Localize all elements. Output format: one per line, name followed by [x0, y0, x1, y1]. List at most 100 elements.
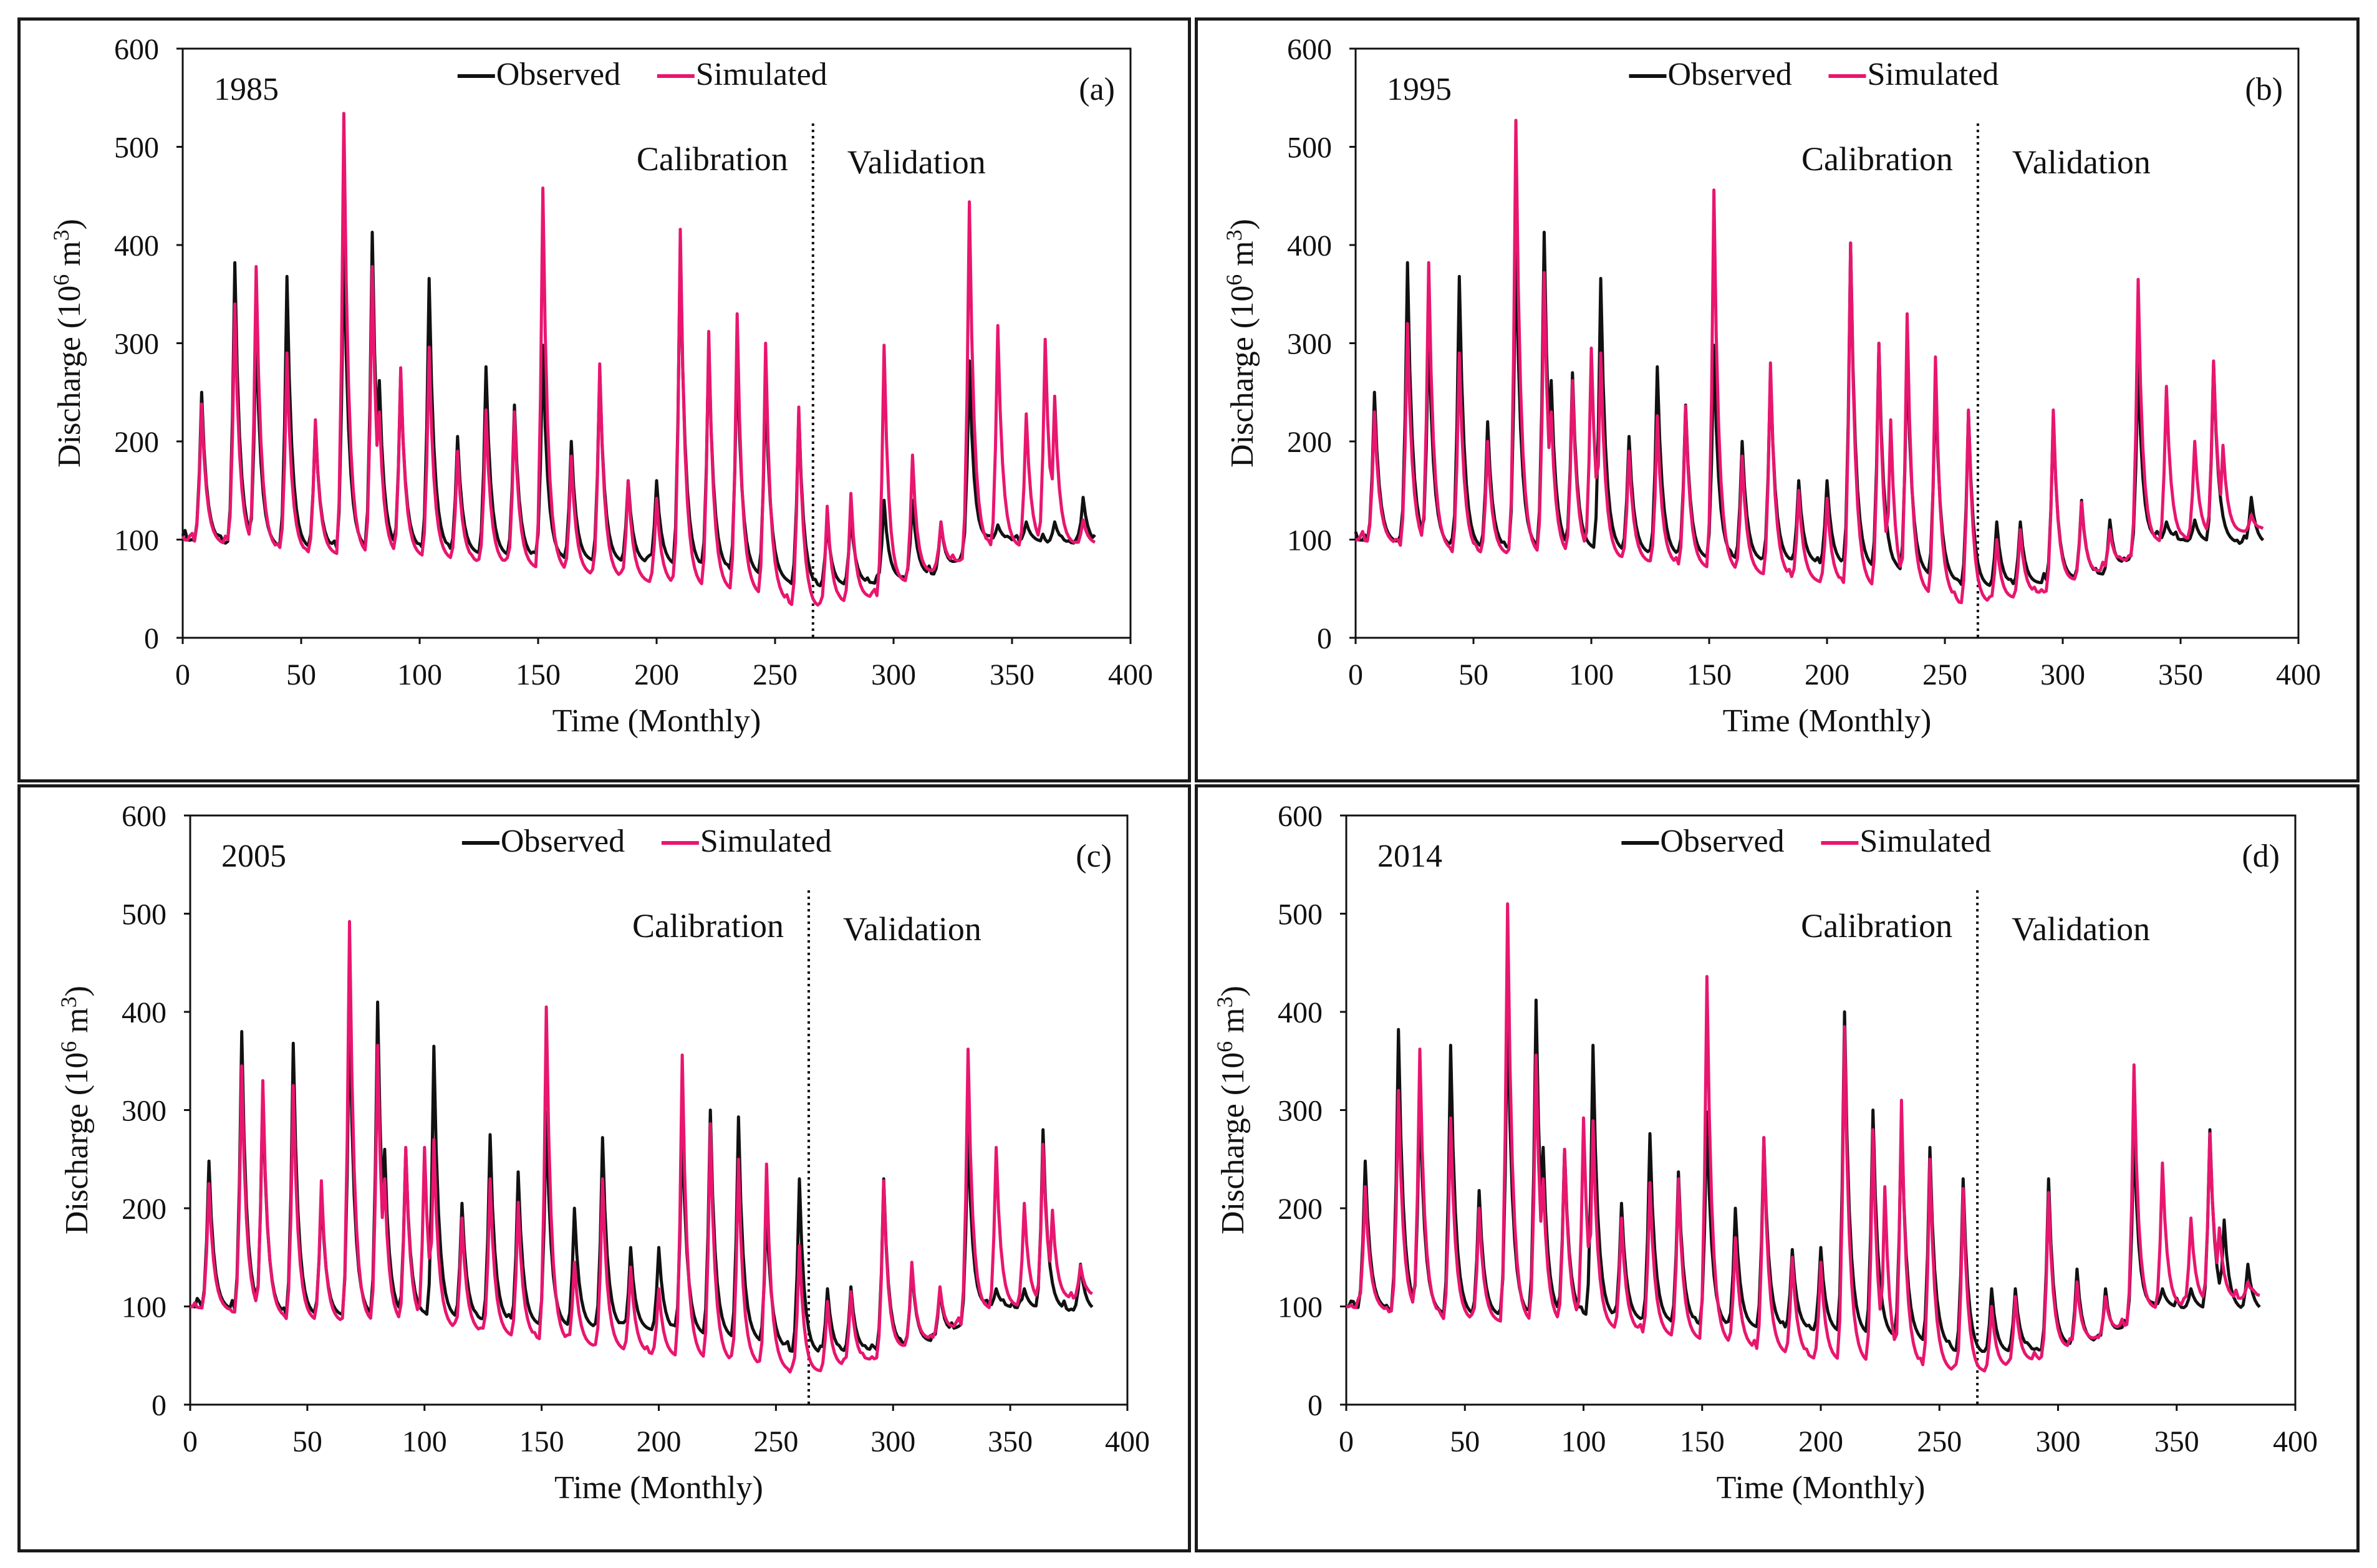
x-tick-label: 300: [2040, 658, 2085, 691]
y-tick-label: 600: [1287, 33, 1332, 66]
y-axis-label-part: Discharge (10: [52, 286, 87, 468]
y-axis-label-part: m: [1225, 241, 1260, 274]
y-axis-label-part: 6: [1212, 1041, 1237, 1052]
y-axis-label-part: 3: [1212, 996, 1237, 1008]
calibration-label: Calibration: [637, 140, 788, 178]
legend-simulated-label: Simulated: [700, 824, 832, 859]
x-axis-label: Time (Monthly): [554, 1470, 763, 1506]
validation-label: Validation: [2012, 143, 2151, 181]
y-tick-label: 500: [114, 132, 159, 165]
x-tick-label: 350: [988, 1425, 1033, 1458]
x-tick-label: 0: [183, 1425, 198, 1458]
y-tick-label: 100: [1278, 1291, 1323, 1324]
y-tick-label: 500: [1278, 898, 1323, 931]
validation-label: Validation: [843, 910, 981, 948]
x-tick-label: 150: [516, 658, 561, 691]
validation-label: Validation: [2012, 910, 2150, 948]
x-tick-label: 50: [1459, 658, 1488, 691]
y-axis-label: Discharge (106 m3): [56, 986, 95, 1234]
y-tick-label: 400: [1278, 996, 1323, 1029]
x-tick-label: 400: [2273, 1425, 2318, 1458]
x-tick-label: 350: [2154, 1425, 2199, 1458]
x-tick-label: 200: [634, 658, 679, 691]
y-axis-label-part: Discharge (10: [1225, 286, 1260, 468]
panel-label: (a): [1079, 72, 1115, 107]
y-tick-label: 400: [114, 229, 159, 262]
x-tick-label: 150: [1680, 1425, 1725, 1458]
year-label: 2005: [221, 839, 286, 874]
y-tick-label: 0: [152, 1389, 166, 1422]
x-tick-label: 100: [397, 658, 442, 691]
panel-label: (d): [2242, 839, 2280, 874]
simulated-series-line: [1346, 902, 2260, 1373]
chart-svg: 0 100 200 300 400 500 600 0 50 100 150 200 250 300 350…: [49, 33, 1153, 739]
x-tick-label: 200: [1798, 1425, 1843, 1458]
y-tick-label: 300: [114, 328, 159, 361]
chart-svg: 0 100 200 300 400 500 600 0 50 100 150 200 250 300 350…: [1212, 800, 2318, 1506]
observed-series-line: [1354, 231, 2265, 587]
y-axis-label-part: ): [1225, 219, 1260, 229]
y-axis-label-part: m: [59, 1008, 95, 1041]
y-tick-label: 500: [1287, 132, 1332, 165]
y-tick-label: 200: [114, 426, 159, 459]
y-tick-label: 200: [1287, 426, 1332, 459]
plot-area-frame: [1354, 47, 2300, 639]
y-axis-label-part: ): [1215, 986, 1251, 996]
y-axis-label: Discharge (106 m3): [1212, 986, 1251, 1234]
x-tick-label: 400: [1105, 1425, 1150, 1458]
y-tick-label: 300: [122, 1095, 166, 1128]
y-tick-label: 400: [122, 996, 166, 1029]
x-tick-label: 300: [2036, 1425, 2081, 1458]
legend-observed-label: Observed: [501, 824, 625, 859]
x-tick-label: 250: [1922, 658, 1967, 691]
x-tick-label: 400: [1108, 658, 1153, 691]
x-tick-label: 0: [175, 658, 190, 691]
chart-panel-a: 0 100 200 300 400 500 600 0 50 100 150 200 250 300 350…: [17, 17, 1191, 782]
x-tick-label: 0: [1348, 658, 1363, 691]
legend-simulated-label: Simulated: [696, 57, 827, 92]
x-tick-label: 150: [1687, 658, 1732, 691]
y-tick-label: 0: [144, 622, 159, 655]
calibration-label: Calibration: [1801, 907, 1952, 945]
calibration-label: Calibration: [1801, 140, 1953, 178]
x-tick-label: 350: [990, 658, 1034, 691]
x-tick-label: 0: [1339, 1425, 1354, 1458]
chart-panel-d: 0 100 200 300 400 500 600 0 50 100 150 200 250 300 350…: [1195, 784, 2360, 1552]
x-tick-label: 400: [2276, 658, 2321, 691]
x-tick-label: 250: [753, 658, 798, 691]
y-tick-label: 300: [1278, 1095, 1323, 1128]
x-tick-label: 250: [753, 1425, 798, 1458]
legend-simulated-label: Simulated: [1867, 57, 1999, 92]
y-tick-label: 0: [1317, 622, 1332, 655]
x-tick-label: 50: [286, 658, 316, 691]
x-tick-label: 150: [519, 1425, 564, 1458]
y-axis-label-part: ): [52, 219, 87, 229]
chart-svg: 0 100 200 300 400 500 600 0 50 100 150 200 250 300 350…: [1222, 33, 2321, 739]
x-axis-label: Time (Monthly): [552, 703, 761, 739]
y-tick-label: 500: [122, 898, 166, 931]
y-tick-label: 100: [114, 524, 159, 557]
observed-series-line: [181, 231, 1096, 587]
observed-series-line: [1346, 998, 2261, 1353]
y-tick-label: 0: [1308, 1389, 1323, 1422]
y-axis-label-part: 6: [49, 274, 74, 286]
x-tick-label: 200: [1805, 658, 1849, 691]
legend-observed-label: Observed: [1660, 824, 1784, 859]
chart-panel-b: 0 100 200 300 400 500 600 0 50 100 150 200 250 300 350…: [1195, 17, 2360, 782]
y-axis-label-part: Discharge (10: [1215, 1052, 1251, 1234]
legend-observed-label: Observed: [496, 57, 620, 92]
y-axis-label-part: 3: [1222, 229, 1246, 241]
simulated-series-line: [1355, 118, 2264, 605]
calibration-label: Calibration: [632, 907, 784, 945]
y-axis-label-part: m: [52, 241, 87, 274]
y-tick-label: 600: [1278, 800, 1323, 833]
x-axis-label: Time (Monthly): [1723, 703, 1932, 739]
y-tick-label: 200: [1278, 1193, 1323, 1226]
y-tick-label: 100: [1287, 524, 1332, 557]
y-axis-label-part: ): [59, 986, 95, 996]
x-tick-label: 100: [1561, 1425, 1606, 1458]
y-tick-label: 400: [1287, 229, 1332, 262]
simulated-series-line: [181, 112, 1096, 607]
observed-series-line: [190, 1000, 1094, 1353]
y-tick-label: 300: [1287, 328, 1332, 361]
